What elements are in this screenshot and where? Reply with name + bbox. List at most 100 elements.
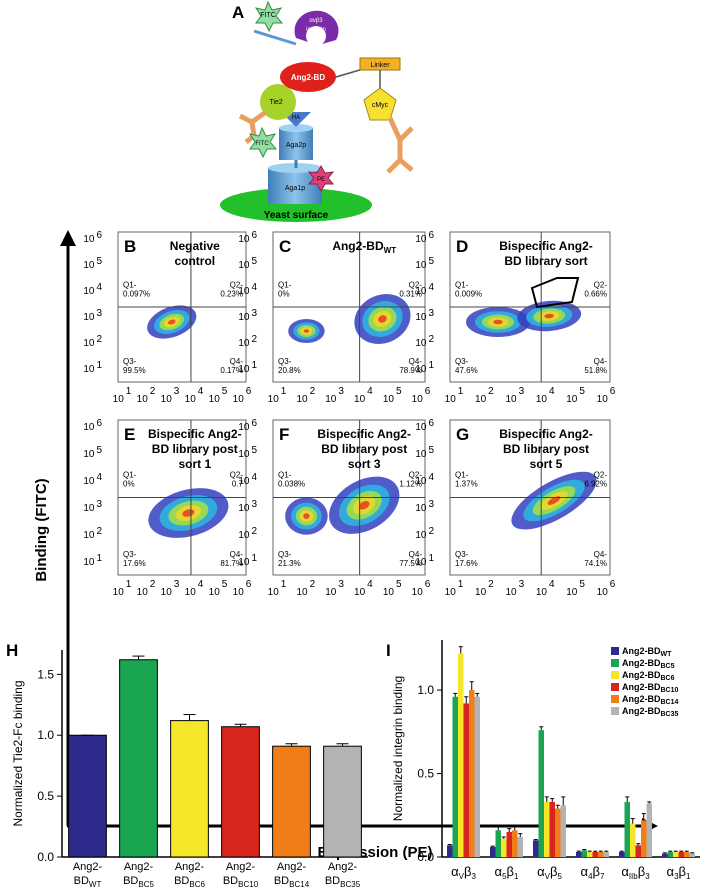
x-tick-label: 105: [209, 386, 228, 405]
x-tick-label: 102: [296, 579, 315, 598]
text-part: 4: [549, 386, 555, 397]
bar: [624, 801, 630, 857]
text-part: 5: [396, 579, 402, 590]
text-part: 5: [96, 256, 102, 267]
quadrant-name: Q2-: [409, 470, 423, 479]
quadrant-value: 20.8%: [278, 366, 301, 375]
quadrant-value: 74.1%: [584, 559, 607, 568]
y-axis-title: Normalized Tie2-Fc binding: [11, 680, 25, 826]
quadrant-name: Q1-: [455, 470, 469, 479]
bar: [667, 851, 673, 857]
y-tick-label: 0.5: [417, 767, 434, 781]
y-tick-label: 10 4: [238, 472, 257, 487]
text-part: 10: [238, 364, 250, 375]
text-part: 2: [96, 334, 102, 345]
aga2p-shape: [279, 128, 313, 160]
x-tick-label: 101: [113, 386, 132, 405]
x-tick-label: 106: [412, 386, 431, 405]
legend-swatch: [611, 659, 619, 667]
text-part: 10: [354, 394, 366, 405]
x-tick-label: 104: [354, 579, 373, 598]
text-part: 6: [425, 579, 431, 590]
text-part: Ang2-BD: [622, 682, 661, 692]
text-part: 4: [428, 472, 434, 483]
text-part: 10: [505, 587, 517, 598]
x-tick-label: 105: [383, 579, 402, 598]
legend-label: Ang2-BDBC14: [622, 694, 679, 706]
x-tick-label: αIIbβ3: [621, 864, 650, 881]
text-part: 4: [367, 386, 373, 397]
legend-swatch: [611, 671, 619, 679]
quadrant-name: Q2-: [409, 281, 423, 290]
panel-letter: F: [279, 425, 289, 444]
text-part: 10: [233, 587, 245, 598]
text-part: 1: [96, 360, 102, 371]
text-part: BD library post: [152, 442, 238, 456]
text-part: 10: [415, 476, 427, 487]
text-part: 5: [579, 579, 585, 590]
text-part: 3: [428, 499, 434, 510]
text-part: 5: [502, 872, 507, 881]
x-tick-label: 102: [137, 386, 156, 405]
x-tick-label: 101: [445, 386, 464, 405]
text-part: 6: [251, 418, 257, 429]
text-part: BD: [74, 875, 89, 887]
arrow-head: [60, 230, 76, 246]
bar: [549, 801, 555, 857]
text-part: 10: [137, 394, 149, 405]
quadrant-name: Q2-: [230, 470, 244, 479]
bar: [646, 803, 652, 857]
panel-title: BD library post: [321, 442, 407, 456]
x-tick-label: 103: [161, 579, 180, 598]
y-tick-label: 10 1: [238, 553, 257, 568]
y-tick-label: 10 2: [83, 334, 102, 349]
text-part: 10: [209, 587, 221, 598]
panel-letter: A: [232, 3, 244, 22]
text-part: 6: [425, 386, 431, 397]
x-tick-label: 105: [209, 579, 228, 598]
label: HA: [292, 115, 300, 121]
text-part: WT: [661, 651, 673, 658]
text-part: 4: [549, 579, 555, 590]
text-part: 10: [83, 530, 95, 541]
text-part: 10: [597, 394, 609, 405]
y-tick-label: 10 4: [415, 282, 434, 297]
label: Aga1p: [285, 185, 305, 192]
panel-title: sort 1: [178, 457, 211, 471]
x-tick-label: Ang2-: [277, 861, 307, 873]
y-tick-label: 10 1: [415, 360, 434, 375]
text-part: 10: [566, 394, 578, 405]
fitc-star: [254, 0, 284, 33]
density: [303, 513, 310, 519]
bar: [452, 696, 458, 857]
text-part: 10: [83, 422, 95, 433]
legend-label: Ang2-BDBC5: [622, 658, 675, 670]
text-part: 10: [415, 530, 427, 541]
panel-a-diagram: A FITC αvβ3 integrin Ang2-BD Linker Tie2…: [220, 0, 414, 222]
text-part: 2: [488, 579, 494, 590]
label: Tie2: [269, 99, 282, 106]
text-part: 10: [238, 312, 250, 323]
bar: [662, 853, 668, 857]
y-tick-label: 10 5: [415, 445, 434, 460]
text-part: BD library post: [321, 442, 407, 456]
text-part: β: [464, 864, 471, 879]
x-tick-label: 103: [161, 386, 180, 405]
text-part: 2: [251, 526, 257, 537]
text-part: 4: [96, 282, 102, 293]
x-tick-label: 101: [445, 579, 464, 598]
text-part: β: [507, 864, 514, 879]
x-tick-label: Ang2-: [73, 861, 103, 873]
text-part: 10: [383, 394, 395, 405]
text-part: 10: [354, 587, 366, 598]
x-tick-label: 103: [325, 579, 344, 598]
y-tick-label: 10 2: [238, 334, 257, 349]
quadrant-name: Q2-: [230, 281, 244, 290]
panel-title: control: [174, 254, 215, 268]
text-part: 10: [238, 234, 250, 245]
text-part: 5: [428, 256, 434, 267]
y-tick-label: 10 1: [83, 553, 102, 568]
panel-title: sort 5: [530, 457, 563, 471]
y-tick-label: 10 4: [83, 282, 102, 297]
